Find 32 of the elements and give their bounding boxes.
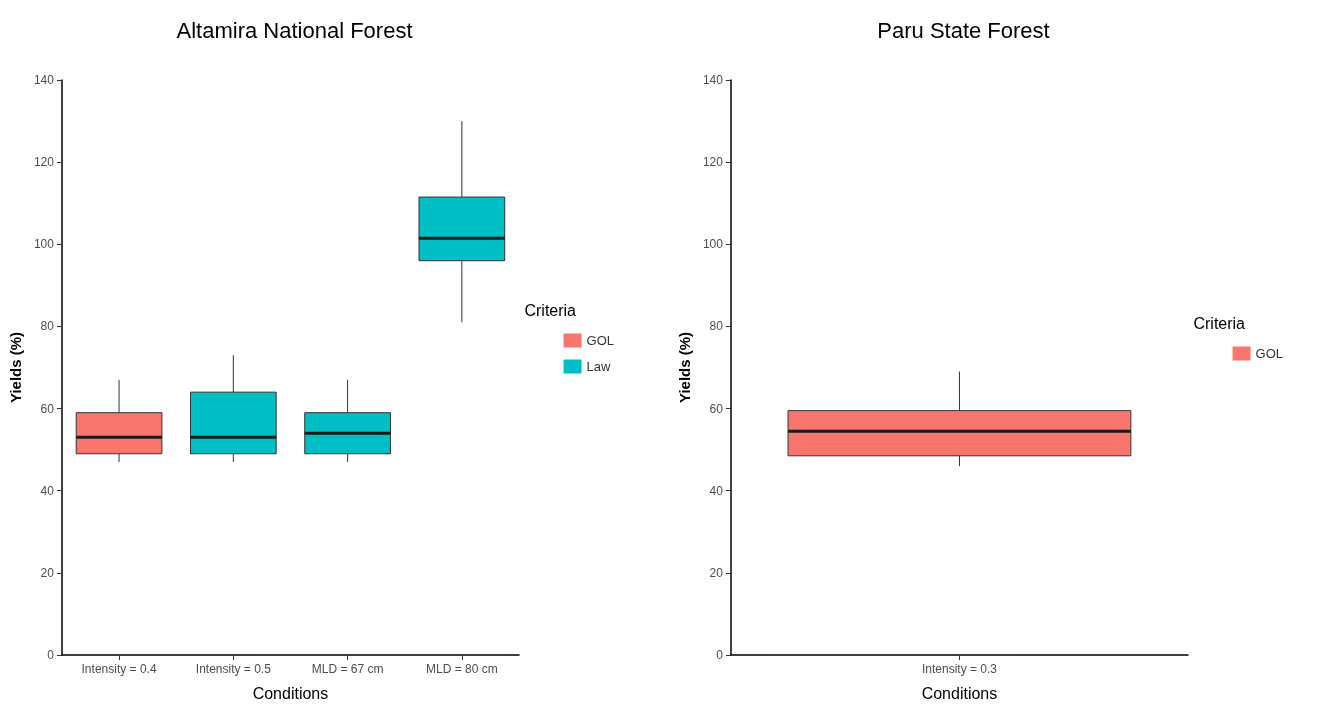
y-tick-label: 60 xyxy=(40,401,55,416)
x-tick-label: MLD = 80 cm xyxy=(426,662,498,676)
legend-title: Criteria xyxy=(1193,315,1246,332)
y-axis-title: Yields (%) xyxy=(7,331,24,404)
y-tick-label: 20 xyxy=(709,565,724,580)
x-tick-label: Intensity = 0.4 xyxy=(81,662,157,676)
legend-title: Criteria xyxy=(524,302,577,319)
x-axis-title: Conditions xyxy=(921,684,998,702)
y-tick-label: 100 xyxy=(33,237,55,252)
legend-label: GOL xyxy=(1255,346,1284,361)
y-tick-label: 40 xyxy=(40,483,55,498)
y-axis-title: Yields (%) xyxy=(676,331,693,404)
y-tick-label: 0 xyxy=(716,648,724,662)
x-tick-label: Intensity = 0.3 xyxy=(921,662,998,676)
chart-title: Altamira National Forest xyxy=(176,17,413,43)
y-tick-label: 80 xyxy=(709,319,724,334)
y-tick-label: 100 xyxy=(702,237,724,252)
y-tick-label: 120 xyxy=(702,155,724,170)
legend-label: Law xyxy=(586,359,612,374)
y-tick-label: 0 xyxy=(47,648,55,662)
y-tick-label: 140 xyxy=(702,73,724,87)
x-tick-label: Intensity = 0.5 xyxy=(195,662,272,676)
y-tick-label: 60 xyxy=(709,401,724,416)
chart-title: Paru State Forest xyxy=(877,17,1050,43)
y-tick-label: 40 xyxy=(709,483,724,498)
y-tick-label: 120 xyxy=(33,155,55,170)
legend-label: GOL xyxy=(586,333,615,348)
y-tick-label: 140 xyxy=(33,73,55,87)
x-axis-title: Conditions xyxy=(252,684,329,702)
y-tick-label: 80 xyxy=(40,319,55,334)
x-tick-label: MLD = 67 cm xyxy=(311,662,384,676)
y-tick-label: 20 xyxy=(40,565,55,580)
